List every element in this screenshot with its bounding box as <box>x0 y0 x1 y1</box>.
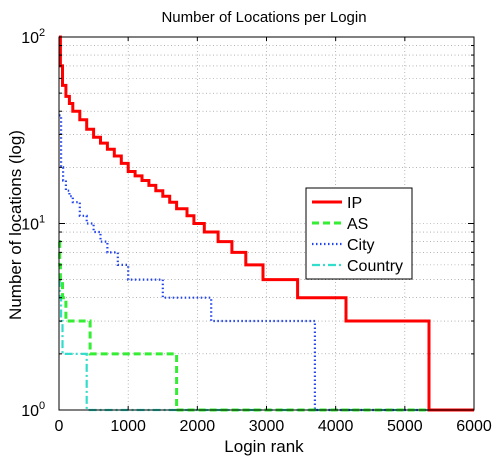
x-tick-label: 6000 <box>456 418 492 435</box>
x-tick-label: 5000 <box>387 418 423 435</box>
legend-label-city: City <box>347 237 375 254</box>
y-tick-exponent: 1 <box>39 214 45 226</box>
y-tick-label: 10 <box>21 30 39 47</box>
legend: IP AS City Country <box>305 187 413 280</box>
legend-label-as: AS <box>347 216 368 233</box>
y-tick-exponent: 0 <box>39 400 45 412</box>
series-line-country <box>58 278 474 412</box>
y-tick-label: 10 <box>21 403 39 420</box>
x-tick-label: 4000 <box>318 418 354 435</box>
x-tick-label: 0 <box>55 418 64 435</box>
legend-label-ip: IP <box>347 195 362 212</box>
x-axis-label: Login rank <box>224 437 304 456</box>
y-tick-label: 10 <box>21 217 39 234</box>
x-tick-label: 2000 <box>180 418 216 435</box>
y-tick-exponent: 2 <box>39 27 45 39</box>
series-line-ip <box>58 35 474 412</box>
x-tick-label: 3000 <box>249 418 285 435</box>
y-axis-label: Number of locations (log) <box>6 130 25 320</box>
chart-title: Number of Locations per Login <box>161 9 366 26</box>
x-tick-label: 1000 <box>110 418 146 435</box>
series-line-city <box>59 114 474 412</box>
legend-label-country: Country <box>347 258 403 275</box>
